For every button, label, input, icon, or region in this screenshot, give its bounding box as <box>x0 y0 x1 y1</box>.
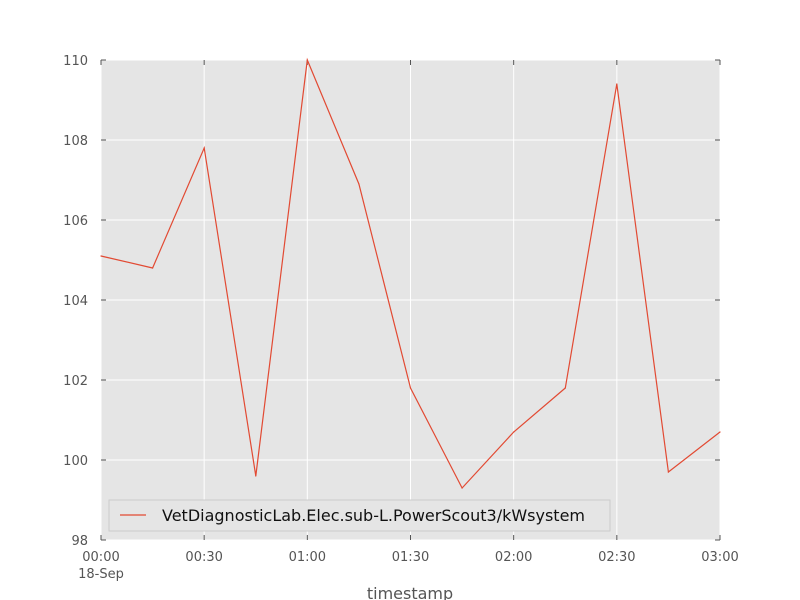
x-tick-label: 02:00 <box>495 550 532 565</box>
data-point <box>409 387 412 389</box>
x-tick-label: 01:00 <box>289 550 326 565</box>
x-axis-sublabel: 18-Sep <box>78 567 124 582</box>
x-tick-label: 00:00 <box>82 550 119 565</box>
y-tick-labels: 98 100 102 104 106 108 110 <box>63 54 88 549</box>
data-point <box>719 431 721 433</box>
data-point <box>513 431 515 433</box>
data-point <box>564 387 566 389</box>
x-tick-label: 02:30 <box>598 550 635 565</box>
data-point <box>306 59 308 61</box>
legend: VetDiagnosticLab.Elec.sub-L.PowerScout3/… <box>108 499 611 532</box>
data-point <box>616 83 618 85</box>
data-point <box>358 183 360 185</box>
x-axis-title: timestamp <box>367 584 453 600</box>
y-tick-label: 104 <box>63 294 88 309</box>
x-tick-label: 03:00 <box>701 550 738 565</box>
y-tick-label: 110 <box>63 54 88 69</box>
legend-label: VetDiagnosticLab.Elec.sub-L.PowerScout3/… <box>162 506 585 525</box>
data-point <box>255 475 257 477</box>
data-point <box>667 471 670 473</box>
data-series <box>100 57 721 490</box>
y-tick-label: 102 <box>63 374 88 389</box>
y-tick-label: 108 <box>63 134 88 149</box>
data-point <box>203 147 205 149</box>
x-tick-label: 01:30 <box>392 550 429 565</box>
x-tick-labels: 00:00 00:30 01:00 01:30 02:00 02:30 03:00 <box>82 550 738 565</box>
axis-ticks <box>100 59 721 541</box>
data-point <box>461 487 463 489</box>
legend-box <box>108 499 611 532</box>
data-point <box>100 255 102 257</box>
y-tick-label: 98 <box>71 534 88 549</box>
data-point <box>151 267 154 269</box>
y-tick-label: 100 <box>63 454 88 469</box>
x-tick-label: 00:30 <box>185 550 222 565</box>
y-tick-label: 106 <box>63 214 88 229</box>
